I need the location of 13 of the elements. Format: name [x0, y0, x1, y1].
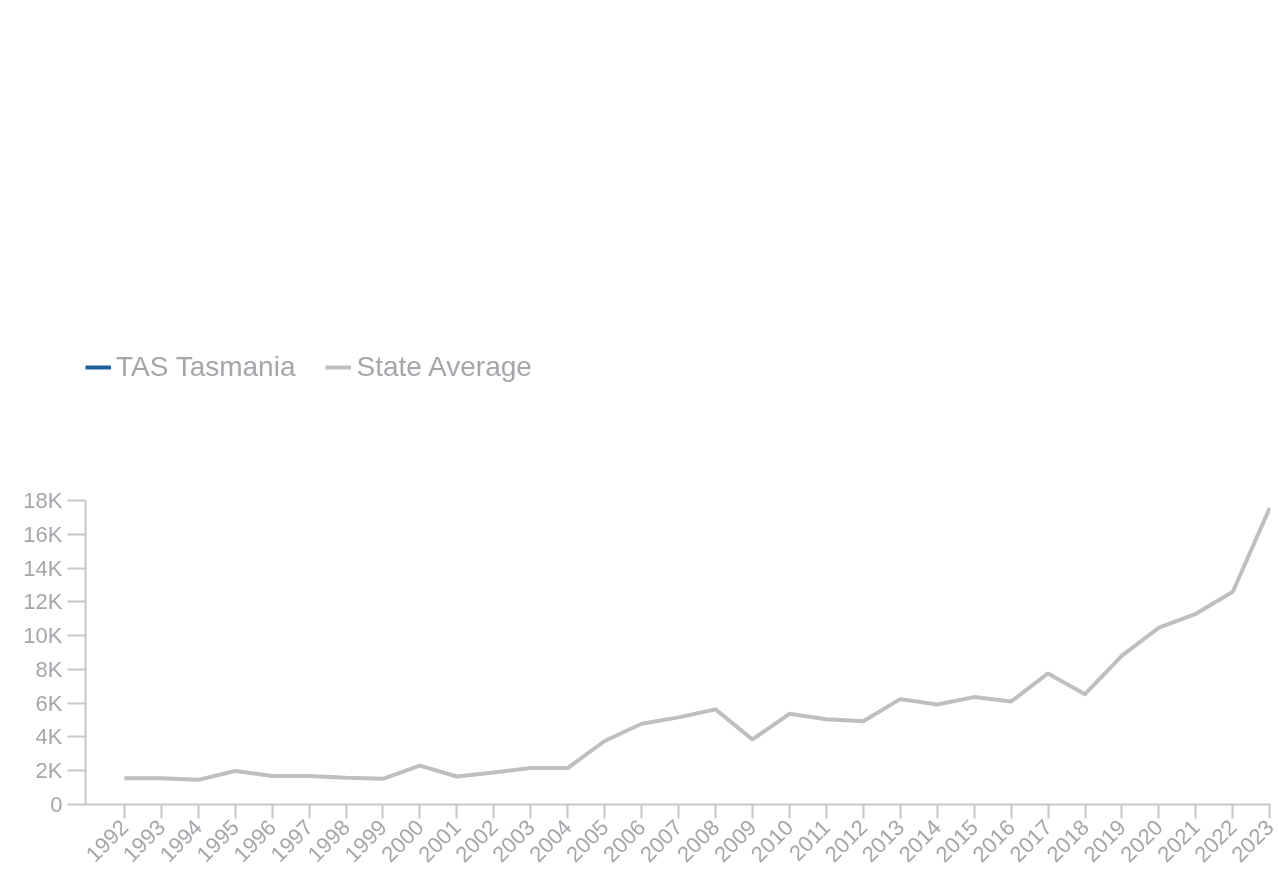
y-tick-label: 16K	[23, 521, 63, 547]
y-tick-label: 8K	[35, 656, 63, 682]
line-series	[122, 505, 1271, 782]
y-tick-label: 0	[50, 792, 63, 817]
y-tick-label: 18K	[23, 488, 63, 513]
y-tick-label: 6K	[35, 690, 63, 716]
y-tick-label: 2K	[35, 758, 63, 784]
y-tick-label: 4K	[35, 724, 63, 750]
legend-label: State Average	[356, 351, 532, 383]
y-tick-label: 14K	[23, 555, 63, 581]
y-tick-label: 10K	[23, 623, 63, 649]
y-tick-label: 12K	[23, 589, 63, 615]
legend-label: TAS Tasmania	[116, 351, 296, 383]
